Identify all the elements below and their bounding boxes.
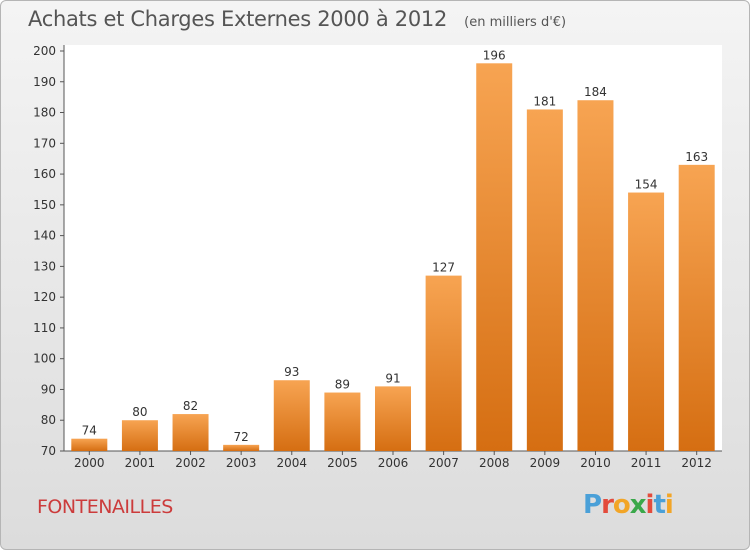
x-tick-label: 2004 (276, 456, 307, 470)
bar (577, 100, 614, 451)
bar-value-label: 72 (234, 430, 249, 444)
bar (172, 414, 209, 451)
x-tick-label: 2009 (530, 456, 561, 470)
bar-value-label: 74 (82, 424, 97, 438)
y-tick-label: 160 (33, 167, 56, 181)
y-tick-label: 110 (33, 321, 56, 335)
chart-title: Achats et Charges Externes 2000 à 2012 (28, 7, 448, 31)
town-name: FONTENAILLES (37, 496, 173, 518)
bar (678, 164, 715, 451)
bar (121, 420, 158, 451)
y-tick-label: 120 (33, 290, 56, 304)
x-tick-label: 2011 (631, 456, 662, 470)
chart-subtitle: (en milliers d'€) (464, 15, 567, 30)
bar (425, 275, 462, 451)
y-tick-label: 190 (33, 75, 56, 89)
bar (375, 386, 411, 451)
bar-value-label: 127 (432, 261, 455, 275)
bar-value-label: 80 (132, 405, 147, 419)
bar-value-label: 154 (635, 178, 658, 192)
y-tick-label: 90 (41, 382, 56, 396)
bar-value-label: 196 (483, 48, 506, 62)
y-tick-label: 150 (33, 198, 56, 212)
x-tick-label: 2002 (175, 456, 206, 470)
y-tick-label: 130 (33, 259, 56, 273)
bar (71, 438, 108, 451)
y-tick-label: 80 (41, 413, 56, 427)
bar-value-label: 184 (584, 85, 607, 99)
y-tick-label: 170 (33, 136, 56, 150)
proxiti-logo: Proxiti (583, 490, 674, 520)
bar (526, 109, 563, 451)
x-tick-label: 2005 (327, 456, 358, 470)
y-tick-label: 140 (33, 229, 56, 243)
bar (324, 392, 361, 451)
x-tick-label: 2001 (125, 456, 156, 470)
bar-value-label: 93 (284, 365, 299, 379)
bar (476, 63, 513, 452)
x-tick-label: 2008 (479, 456, 510, 470)
bar-value-label: 89 (335, 378, 350, 392)
x-tick-label: 2012 (681, 456, 712, 470)
y-tick-label: 70 (41, 444, 56, 458)
bar (223, 444, 260, 451)
bar-value-label: 91 (385, 371, 400, 385)
bar-value-label: 82 (183, 399, 198, 413)
y-tick-label: 180 (33, 106, 56, 120)
y-tick-label: 100 (33, 352, 56, 366)
bar (273, 380, 310, 451)
x-tick-label: 2007 (428, 456, 459, 470)
x-tick-label: 2003 (226, 456, 257, 470)
bar (628, 192, 665, 452)
bar-value-label: 181 (533, 94, 556, 108)
x-tick-label: 2010 (580, 456, 611, 470)
x-tick-label: 2006 (378, 456, 409, 470)
title-row: Achats et Charges Externes 2000 à 2012 (… (28, 7, 566, 31)
y-tick-label: 200 (33, 44, 56, 58)
x-tick-label: 2000 (74, 456, 105, 470)
bar-value-label: 163 (685, 150, 708, 164)
